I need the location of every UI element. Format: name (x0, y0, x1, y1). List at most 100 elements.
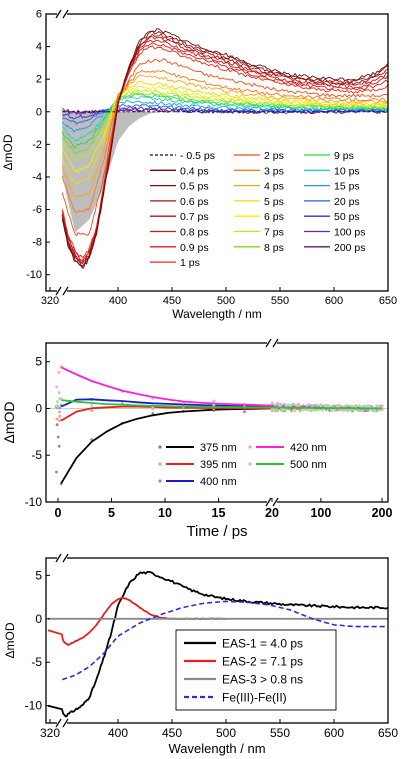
axis-break-mark (272, 338, 279, 348)
x-tick-label: 450 (162, 726, 182, 740)
x-tick-label: 10 (158, 506, 172, 520)
trace-6-ps (61, 85, 389, 173)
x-tick-label: 600 (324, 726, 344, 740)
legend-label: 5 ps (264, 196, 284, 208)
y-tick-label: -5 (31, 655, 42, 669)
x-tick-label: 100 (310, 506, 331, 520)
y-tick-label: 4 (36, 41, 42, 53)
data-point-500-nm (330, 408, 333, 412)
legend-label: 375 nm (200, 442, 237, 454)
axis-break-mark (55, 718, 62, 728)
data-point-500-nm (56, 400, 59, 403)
x-axis-label: Wavelength / nm (168, 741, 265, 756)
data-point-500-nm (314, 408, 318, 412)
data-point-500-nm (352, 408, 356, 412)
legend-label: 50 ps (334, 211, 360, 223)
legend-marker (158, 445, 162, 449)
eas-line-3 (62, 600, 388, 681)
legend-label: Fe(III)-Fe(II) (222, 691, 287, 705)
x-tick-label: 650 (379, 295, 397, 307)
axis-break-mark (62, 718, 69, 728)
x-tick-label: 320 (40, 726, 60, 740)
legend-label: 9 ps (334, 150, 354, 162)
legend-label: 0.7 ps (180, 211, 209, 223)
axis-break-mark (62, 553, 69, 563)
trace-5-ps (61, 80, 389, 185)
data-point-500-nm (321, 408, 325, 412)
data-point-420-nm (380, 404, 384, 408)
legend-label: EAS-1 = 4.0 ps (222, 637, 303, 651)
data-point-500-nm (212, 403, 216, 407)
legend-label: 2 ps (264, 150, 284, 162)
data-point-500-nm (274, 403, 278, 407)
legend-label: 500 nm (290, 459, 327, 471)
data-point-420-nm (212, 399, 216, 403)
data-point-500-nm (279, 404, 283, 407)
bottom-frame (45, 557, 389, 724)
trace-2-ps (61, 58, 389, 236)
x-tick-label: 15 (212, 506, 226, 520)
data-point-500-nm (55, 404, 59, 408)
legend-label: EAS-3 > 0.8 ns (222, 673, 303, 687)
axis-break-mark (62, 286, 69, 296)
x-tick-label: 5 (108, 506, 115, 520)
data-point-500-nm (351, 405, 354, 408)
x-tick-label: 200 (372, 506, 393, 520)
data-point-500-nm (316, 403, 319, 407)
legend-label: 1 ps (180, 257, 200, 269)
trace-0-4-ps (61, 28, 389, 269)
trace-7-ps (62, 89, 389, 161)
x-tick-label: 20 (265, 506, 279, 520)
legend-marker (248, 445, 252, 449)
legend-marker (158, 479, 162, 483)
data-point-500-nm (309, 408, 312, 412)
panel-bottom: -10 -5 0 5 320 400 450 500 550 600 650 Wavelength /… (3, 553, 398, 756)
data-point-500-nm (317, 408, 321, 412)
y-tick-label: -8 (32, 237, 42, 249)
axis-break-mark (62, 9, 69, 19)
data-point-420-nm (55, 385, 59, 389)
x-tick-label: 550 (271, 295, 289, 307)
axis-break-gap (57, 719, 67, 727)
data-point-420-nm (57, 370, 61, 374)
data-point-375-nm (55, 470, 58, 474)
y-tick-label: 5 (35, 355, 42, 369)
y-tick-label: 2 (36, 74, 42, 86)
legend-label: 8 ps (264, 242, 284, 254)
y-tick-label: -5 (31, 448, 42, 462)
y-tick-label: 6 (36, 9, 42, 21)
y-tick-label: -10 (26, 269, 42, 281)
panel-top: -10 -8 -6 -4 -2 0 2 4 6 320 400 450 500 550 600 650 Wave… (1, 9, 397, 322)
data-point-395-nm (58, 410, 61, 414)
data-point-375-nm (57, 444, 61, 448)
legend-label: 100 ps (334, 227, 366, 239)
axis-break-gap (57, 287, 67, 295)
legend-label: 0.8 ps (180, 227, 209, 239)
y-tick-label: 0 (35, 612, 42, 626)
legend-label: 20 ps (334, 196, 360, 208)
axis-break-gap (57, 554, 67, 562)
x-tick-label: 320 (41, 295, 59, 307)
data-point-500-nm (305, 404, 309, 407)
legend-label: 10 ps (334, 165, 360, 177)
legend-label: EAS-2 = 7.1 ps (222, 655, 303, 669)
legend-label: 0.4 ps (180, 165, 209, 177)
y-axis-label: ΔmOD (3, 622, 17, 658)
data-point-420-nm (270, 401, 274, 405)
legend-marker (158, 462, 162, 466)
data-point-500-nm (333, 409, 337, 412)
legend-label: 0.5 ps (180, 181, 209, 193)
axis-break-mark (265, 338, 272, 348)
axis-break-gap (57, 10, 67, 18)
x-tick-label: 500 (217, 295, 235, 307)
panel-middle: -10 -5 0 5 0 5 10 15 20 100 200 Time / ps ΔmOD 375 nm… (1, 338, 393, 540)
axis-break-mark (55, 286, 62, 296)
data-point-500-nm (90, 404, 94, 407)
middle-frame (45, 342, 389, 503)
y-tick-label: 5 (35, 568, 42, 582)
y-tick-label: 0 (35, 401, 42, 415)
trace-15-ps (61, 99, 389, 133)
axis-break-mark (265, 497, 272, 507)
trace-3-ps (61, 69, 388, 214)
